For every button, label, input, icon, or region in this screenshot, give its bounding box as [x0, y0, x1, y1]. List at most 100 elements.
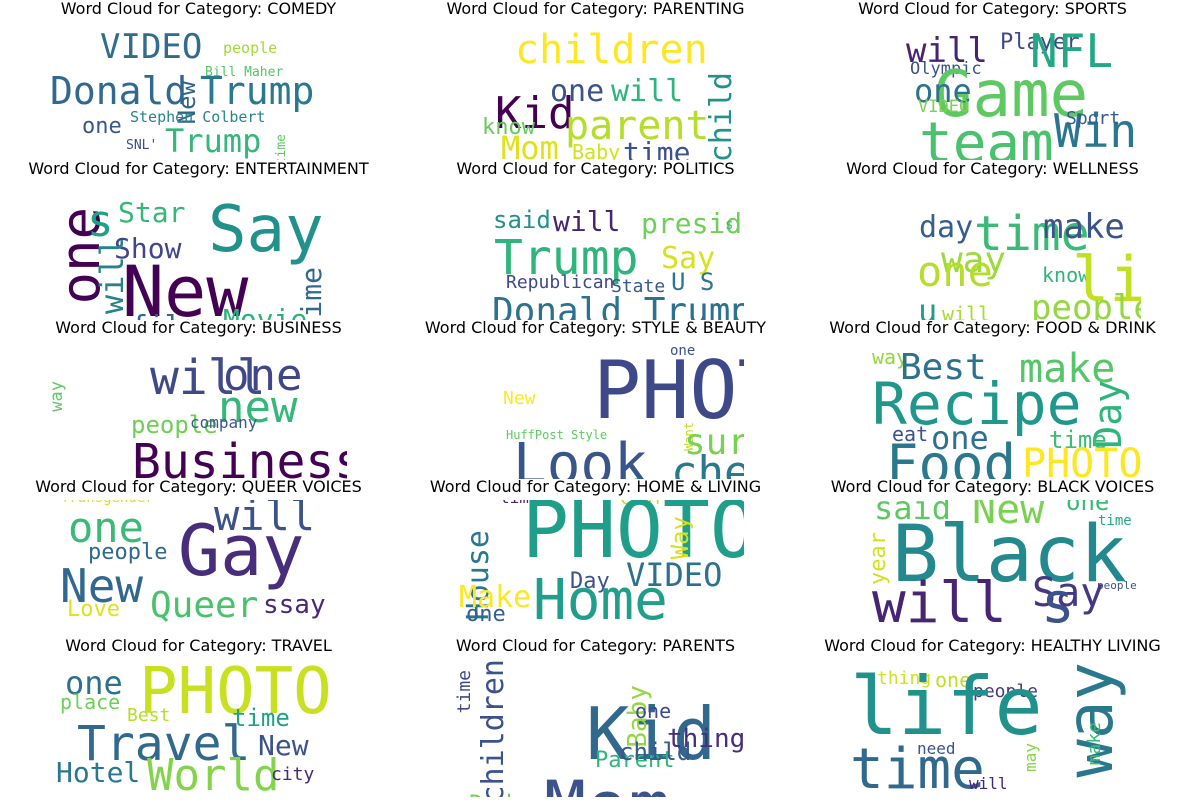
word-one: one: [65, 664, 123, 702]
word-queer: Queer: [150, 585, 259, 626]
wordcloud-panel-parents: Word Cloud for Category: PARENTS time chil…: [397, 636, 794, 799]
word-way: way: [941, 240, 1007, 281]
word-way: Way: [666, 516, 694, 560]
word-sure: sure: [684, 422, 744, 463]
word-trump: Trump: [494, 230, 639, 286]
wordcloud-canvas: one PHOTO place Best time Travel New Hotel World…: [50, 659, 347, 797]
wordcloud-panel-business: Word Cloud for Category: BUSINESS way will…: [0, 318, 397, 481]
word-republican: Republican: [506, 272, 615, 293]
word-day: Day: [570, 569, 610, 594]
word-thing: thing: [667, 724, 744, 754]
word-one: one: [550, 74, 605, 109]
word-travel: Travel: [77, 716, 251, 772]
word-people: people: [131, 411, 218, 439]
word-will: will: [872, 571, 1007, 636]
word-one: one: [635, 699, 672, 723]
word-will: will: [906, 31, 988, 71]
wordcloud-canvas: timechildrenKidBabyonethingParentMomchil…: [447, 659, 744, 797]
wordcloud-panel-politics: Word Cloud for Category: POLITICS said wil…: [397, 159, 794, 322]
word-one: one: [466, 602, 506, 627]
wordcloud-title: Word Cloud for Category: WELLNESS: [846, 159, 1139, 178]
word-place: place: [60, 690, 121, 714]
word-said: said: [874, 500, 952, 527]
word-may: may: [1021, 743, 1040, 772]
word-transgender: Transgender: [61, 500, 154, 505]
wordcloud-canvas: timeCraftHousePHOTOWayDayVIDEOMakeoneHom…: [447, 500, 744, 638]
word-parent: parent: [565, 103, 710, 149]
word-will: will: [553, 205, 621, 238]
word-show: Show: [114, 232, 182, 265]
wordcloud-title: Word Cloud for Category: BUSINESS: [55, 318, 342, 337]
word-best: Best: [127, 705, 171, 726]
word-video: VIDEO: [100, 27, 203, 67]
word-video: VIDEO: [626, 556, 723, 594]
word-new: New: [972, 500, 1045, 533]
word-kid: Kid: [586, 692, 717, 776]
word-say: Say: [661, 241, 716, 276]
word-will: will: [150, 350, 266, 406]
word-new: New: [122, 251, 249, 320]
word-people: people: [973, 681, 1039, 702]
word-best: Best: [900, 347, 987, 388]
word-trump: Trump: [165, 122, 262, 160]
word-photo: PHOTO: [1022, 441, 1141, 479]
word-day: day: [919, 210, 974, 245]
word-make: make: [1019, 346, 1116, 392]
word-know: know: [482, 115, 535, 140]
word-new: new: [218, 382, 298, 433]
word-parent: Parent: [595, 748, 675, 773]
word-will: will: [214, 500, 316, 540]
word-time: time: [1049, 426, 1107, 454]
word-child: child: [619, 738, 692, 766]
wordcloud-canvas: children one will child Kid parent know Mom Baby…: [447, 22, 744, 160]
word-photo: PHOTO: [139, 659, 332, 729]
wordcloud-panel-style-and-beauty: Word Cloud for Category: STYLE & BEAUTY o…: [397, 318, 794, 481]
word-business: Business: [132, 434, 347, 479]
wordcloud-canvas: thing one people life way make need may time will: [844, 659, 1141, 797]
word-new: New: [258, 729, 309, 762]
word-bill-maher: Bill Maher: [205, 65, 284, 80]
word-game: Game: [934, 58, 1089, 132]
word-one: one: [82, 114, 122, 139]
wordcloud-panel-comedy: Word Cloud for Category: COMEDY VIDEO peop…: [0, 0, 397, 162]
word-people: people: [1031, 288, 1141, 320]
word-will: will: [942, 302, 991, 320]
wordcloud-panel-travel: Word Cloud for Category: TRAVEL one PHOTO p…: [0, 636, 397, 799]
wordcloud-panel-black-voices: Word Cloud for Category: BLACK VOICES sai…: [794, 477, 1191, 640]
wordcloud-title: Word Cloud for Category: SPORTS: [858, 0, 1127, 18]
wordcloud-panel-wellness: Word Cloud for Category: WELLNESS day time…: [794, 159, 1191, 322]
wordcloud-canvas: onesStarSayShowwillNewtimefilmMovie: [50, 182, 347, 320]
word-said: said: [493, 206, 551, 234]
word-thing: thing: [877, 668, 932, 689]
wordcloud-panel-healthy-living: Word Cloud for Category: HEALTHY LIVING t…: [794, 636, 1191, 799]
wordcloud-canvas: waywillonenewpeoplecompanyBusinesstimeWo…: [50, 341, 347, 480]
word-children: children: [515, 27, 708, 73]
word-time: time: [623, 136, 691, 161]
wordcloud-canvas: will Player NFL Olympic Game one VIDEO team Win S…: [844, 22, 1141, 160]
word-s: s: [725, 217, 734, 233]
word-craft: Craft: [620, 500, 674, 508]
word-one: one: [670, 343, 696, 359]
word-women: Women: [233, 477, 311, 479]
word-know: know: [1042, 263, 1091, 287]
word-president: president: [641, 207, 744, 240]
word-donald: Donald: [50, 69, 188, 113]
word-one: one: [935, 668, 972, 692]
word-make: Make: [459, 580, 532, 615]
word-state: State: [611, 276, 666, 297]
wordcloud-title: Word Cloud for Category: STYLE & BEAUTY: [424, 318, 767, 337]
wordcloud-title: Word Cloud for Category: HOME & LIVING: [429, 477, 762, 496]
word-trump: Trump: [200, 69, 315, 113]
word-life: life: [1072, 243, 1141, 316]
word-huffpost-style: HuffPost Style: [506, 428, 608, 442]
word-film: film: [131, 312, 198, 321]
wordcloud-canvas: VIDEO people Bill Maher Donald New Trump one St…: [50, 22, 347, 160]
wordcloud-title: Word Cloud for Category: PARENTING: [446, 0, 745, 18]
word-stephen-colbert: Stephen Colbert: [130, 108, 266, 126]
word-city: city: [271, 764, 315, 785]
word-baby: Baby: [572, 140, 621, 160]
word-company: company: [190, 413, 258, 432]
word-one: one: [68, 503, 144, 552]
word-one: one: [223, 350, 303, 401]
